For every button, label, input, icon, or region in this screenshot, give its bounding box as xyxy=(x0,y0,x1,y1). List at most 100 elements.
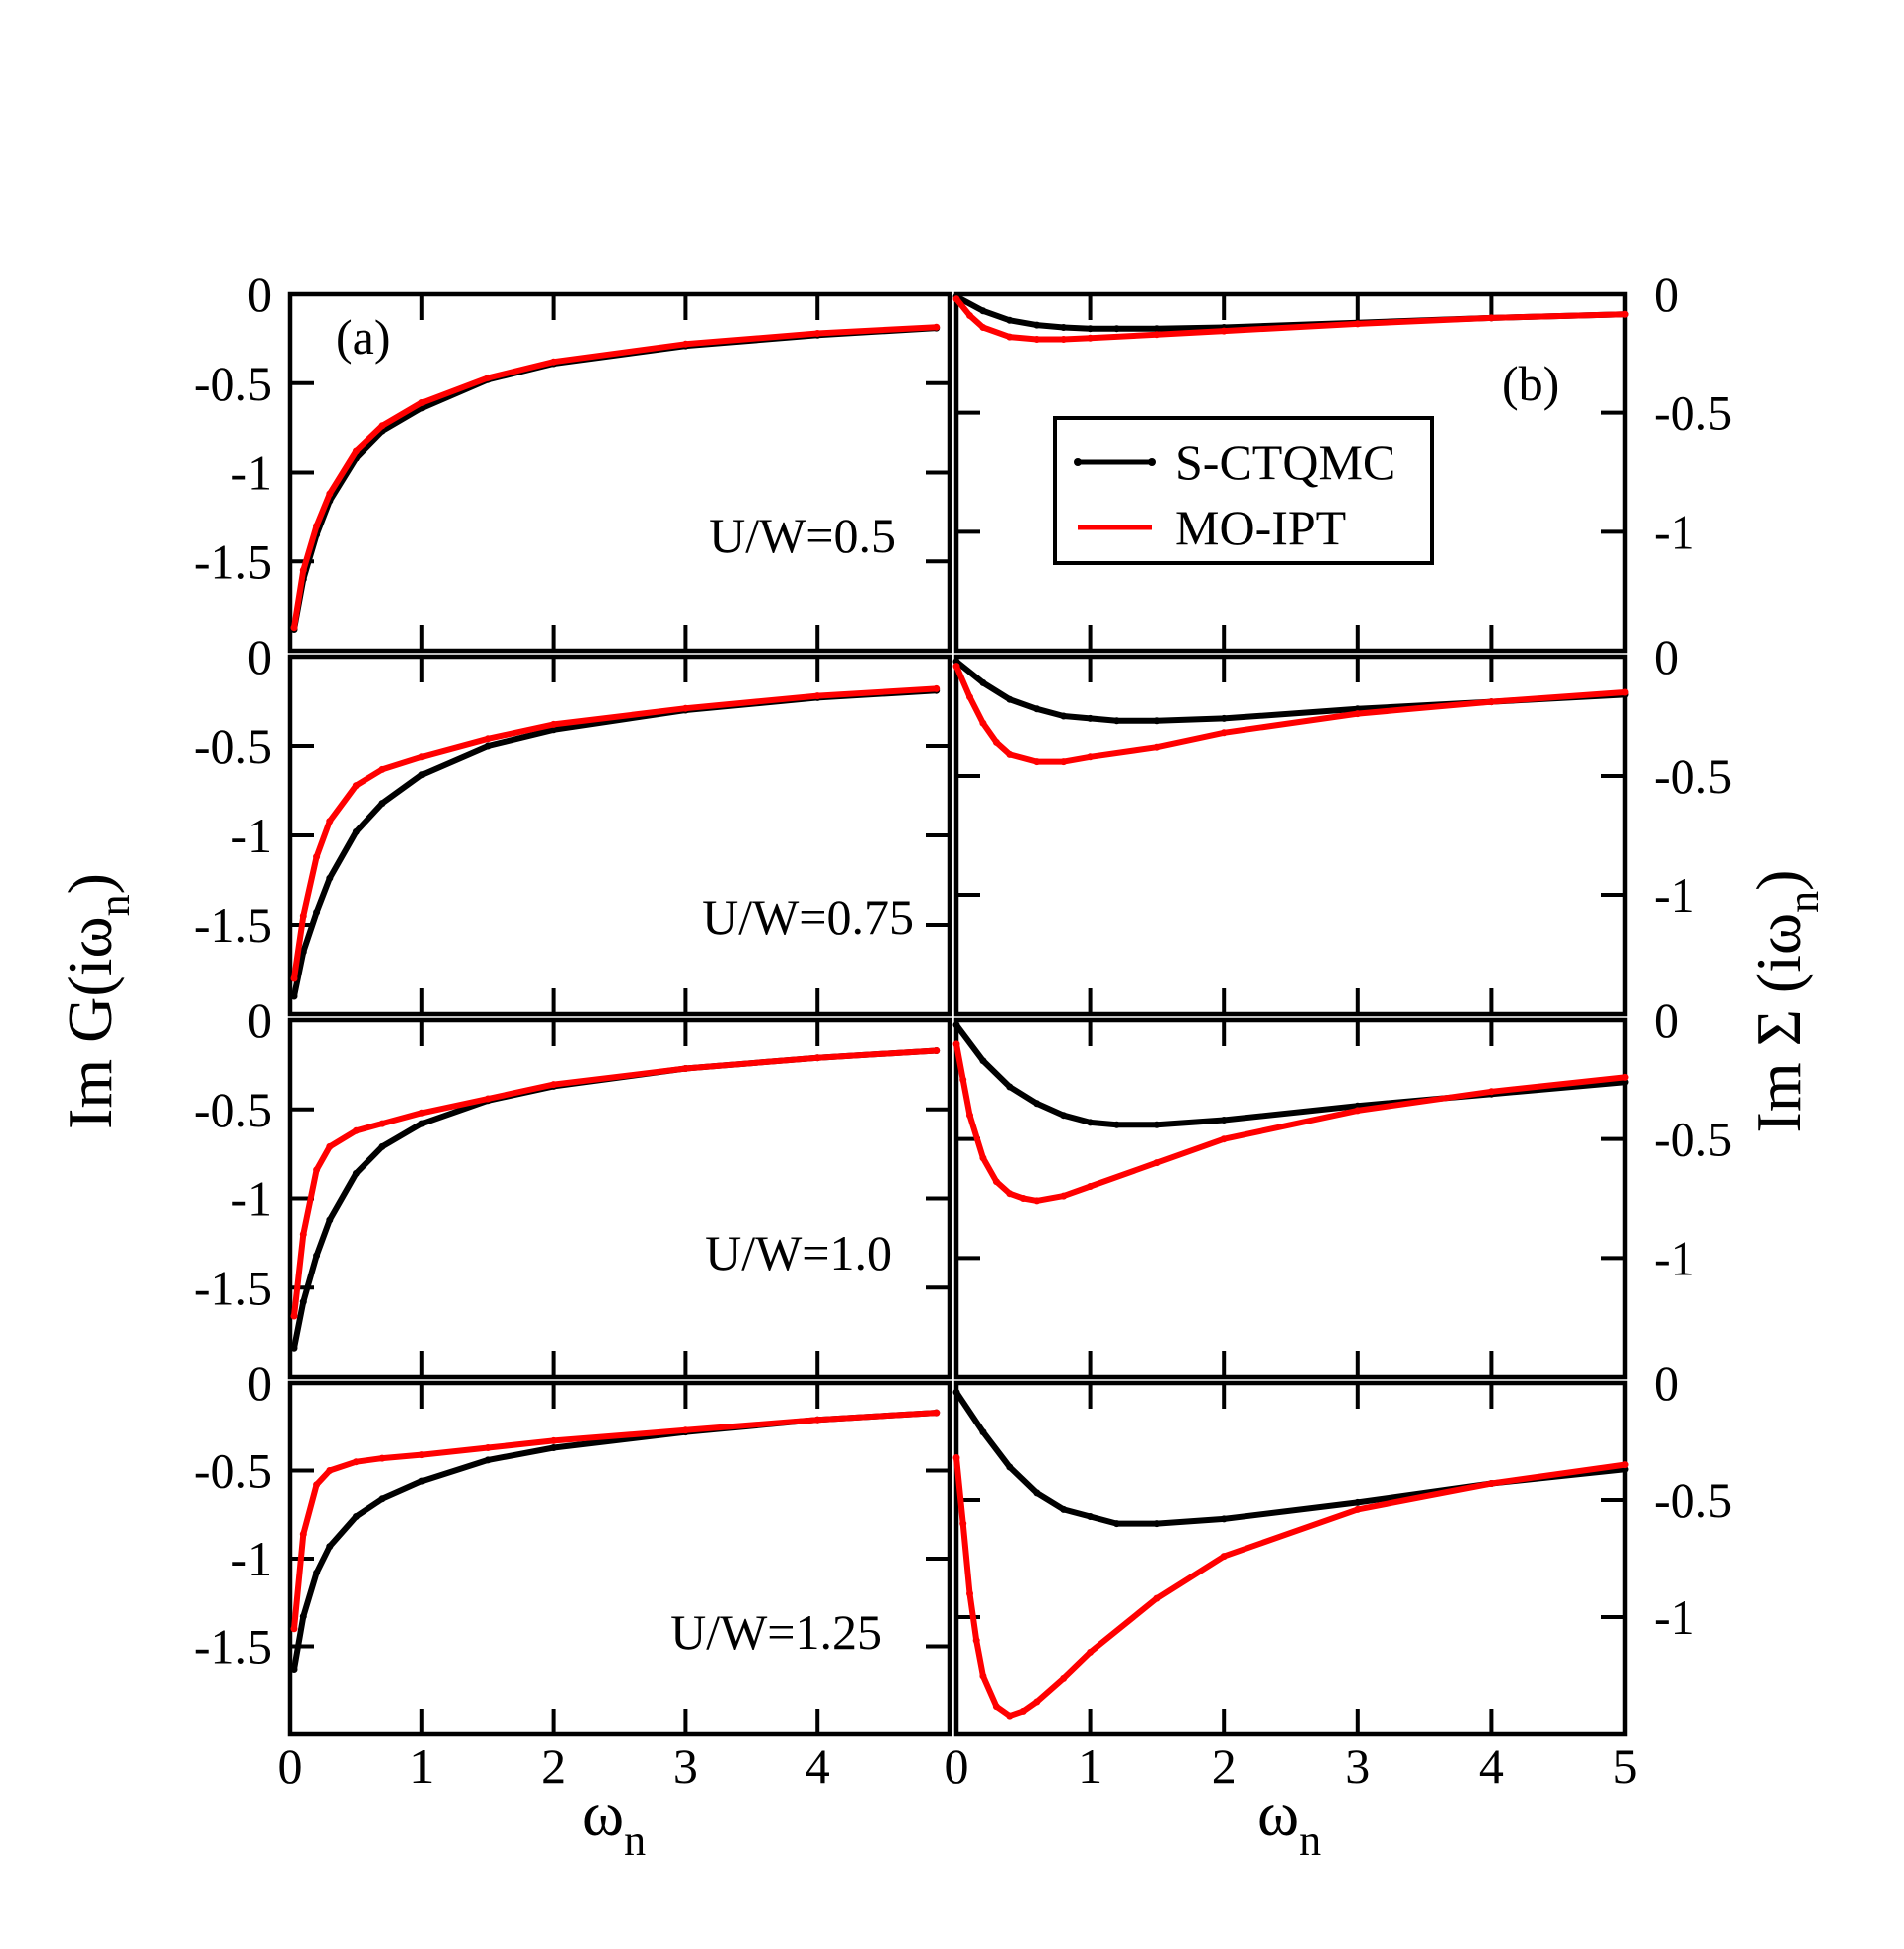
panel-b-xtick-label: 5 xyxy=(1613,1738,1638,1794)
point-mo-ipt-panel-a-row-4 xyxy=(352,1458,360,1466)
point-mo-ipt-panel-b-row-1 xyxy=(1006,333,1014,341)
panel-b-row-3-ytick-label: 0 xyxy=(1654,992,1679,1048)
annotation-row-4: U/W=1.25 xyxy=(670,1604,882,1660)
point-mo-ipt-panel-a-row-2 xyxy=(326,818,334,825)
annotation-row-3: U/W=1.0 xyxy=(705,1225,892,1280)
point-s-ctqmc-panel-b-row-4 xyxy=(1060,1505,1068,1513)
point-s-ctqmc-panel-b-row-4 xyxy=(1006,1463,1014,1471)
point-s-ctqmc-panel-a-row-3 xyxy=(290,1344,298,1352)
point-mo-ipt-panel-a-row-4 xyxy=(418,1451,426,1459)
legend-box xyxy=(1053,416,1434,565)
point-s-ctqmc-panel-b-row-3 xyxy=(979,1057,987,1065)
annotation-row-1: U/W=0.5 xyxy=(709,508,896,563)
series-mo-ipt-panel-a-row-2 xyxy=(291,685,940,981)
point-s-ctqmc-panel-a-row-2 xyxy=(484,742,492,750)
point-s-ctqmc-panel-b-row-4 xyxy=(979,1428,987,1436)
point-mo-ipt-panel-a-row-2 xyxy=(933,684,941,692)
point-s-ctqmc-panel-b-row-2 xyxy=(1153,717,1161,725)
point-mo-ipt-panel-b-row-3 xyxy=(979,1154,987,1162)
point-mo-ipt-panel-a-row-4 xyxy=(681,1426,689,1434)
panel-a-row-3-ytick-label: -1 xyxy=(230,1171,272,1227)
panel-b-row-2-ytick-label: -0.5 xyxy=(1654,748,1732,804)
panel-a-row-2-ytick-label: -1.5 xyxy=(194,897,272,953)
point-mo-ipt-panel-a-row-4 xyxy=(326,1467,334,1474)
point-mo-ipt-panel-b-row-3 xyxy=(992,1178,1000,1186)
point-mo-ipt-panel-b-row-2 xyxy=(1033,758,1041,766)
point-mo-ipt-panel-b-row-1 xyxy=(979,324,987,331)
panel-b-row-3-ytick-label: -0.5 xyxy=(1654,1112,1732,1167)
point-s-ctqmc-panel-b-row-1 xyxy=(979,307,987,315)
point-mo-ipt-panel-a-row-3 xyxy=(313,1166,321,1174)
point-mo-ipt-panel-a-row-1 xyxy=(326,490,334,498)
point-mo-ipt-panel-b-row-3 xyxy=(1487,1088,1495,1096)
point-s-ctqmc-panel-a-row-2 xyxy=(418,771,426,779)
point-mo-ipt-panel-a-row-3 xyxy=(933,1047,941,1054)
series-s-ctqmc-panel-b-row-3 xyxy=(953,1021,1628,1128)
point-mo-ipt-panel-b-row-4 xyxy=(1220,1553,1228,1561)
panel-b-row-1-ytick-label: 0 xyxy=(1654,266,1679,322)
point-mo-ipt-panel-b-row-4 xyxy=(966,1589,973,1597)
x-axis-label-left: ωn xyxy=(582,1778,646,1865)
point-s-ctqmc-panel-a-row-3 xyxy=(418,1120,426,1127)
point-mo-ipt-panel-b-row-1 xyxy=(966,312,973,319)
point-s-ctqmc-panel-a-row-3 xyxy=(326,1216,334,1224)
y-axis-label-left: Im G(iωn) xyxy=(55,873,139,1129)
point-mo-ipt-panel-b-row-4 xyxy=(959,1520,967,1528)
panel-a-row-4-ytick-label: 0 xyxy=(247,1355,272,1411)
series-mo-ipt-panel-b-row-1 xyxy=(953,295,1628,343)
series-mo-ipt-panel-b-row-4 xyxy=(953,1454,1628,1720)
point-mo-ipt-panel-b-row-2 xyxy=(1153,743,1161,751)
point-mo-ipt-panel-a-row-2 xyxy=(290,974,298,982)
point-mo-ipt-panel-b-row-2 xyxy=(1621,688,1629,696)
point-mo-ipt-panel-a-row-3 xyxy=(681,1065,689,1072)
point-s-ctqmc-panel-b-row-1 xyxy=(1060,324,1068,331)
legend-label-mo-ipt: MO-IPT xyxy=(1175,500,1346,555)
point-mo-ipt-panel-b-row-3 xyxy=(1354,1107,1362,1115)
point-mo-ipt-panel-a-row-4 xyxy=(290,1625,298,1633)
point-s-ctqmc-panel-b-row-3 xyxy=(1153,1121,1161,1128)
point-s-ctqmc-panel-b-row-4 xyxy=(1153,1520,1161,1528)
point-mo-ipt-panel-a-row-1 xyxy=(313,522,321,529)
series-s-ctqmc-panel-a-row-3 xyxy=(291,1047,940,1352)
panel-a-row-2-frame xyxy=(287,654,952,1017)
series-mo-ipt-panel-a-row-3 xyxy=(291,1047,940,1319)
point-mo-ipt-panel-a-row-2 xyxy=(378,765,386,773)
point-mo-ipt-panel-b-row-3 xyxy=(966,1112,973,1120)
point-mo-ipt-panel-b-row-4 xyxy=(1153,1594,1161,1602)
point-mo-ipt-panel-b-row-4 xyxy=(972,1637,980,1645)
legend: S-CTQMC MO-IPT xyxy=(1053,416,1434,565)
panel-label-a: (a) xyxy=(336,309,391,365)
point-mo-ipt-panel-a-row-3 xyxy=(352,1126,360,1134)
panel-a-row-4-ytick-label: -1 xyxy=(230,1531,272,1586)
point-mo-ipt-panel-b-row-3 xyxy=(1006,1190,1014,1198)
series-mo-ipt-panel-a-row-1 xyxy=(291,324,940,631)
series-mo-ipt-panel-a-row-4 xyxy=(291,1410,940,1632)
point-mo-ipt-panel-b-row-1 xyxy=(1354,320,1362,328)
panel-a-row-1-ytick-label: -1 xyxy=(230,445,272,501)
legend-label-s-ctqmc: S-CTQMC xyxy=(1175,434,1395,490)
point-s-ctqmc-panel-b-row-2 xyxy=(1060,712,1068,720)
point-s-ctqmc-panel-b-row-1 xyxy=(1113,325,1120,333)
y-axis-label-right: Im Σ (iωn) xyxy=(1743,870,1828,1133)
panel-a-xtick-label: 0 xyxy=(278,1738,303,1794)
point-mo-ipt-panel-a-row-1 xyxy=(933,323,941,331)
point-mo-ipt-panel-b-row-3 xyxy=(1220,1135,1228,1143)
point-mo-ipt-panel-a-row-4 xyxy=(550,1436,558,1444)
panel-a-row-3-ytick-label: -1.5 xyxy=(194,1260,272,1315)
point-s-ctqmc-panel-b-row-2 xyxy=(979,678,987,686)
point-mo-ipt-panel-a-row-1 xyxy=(813,330,821,337)
point-s-ctqmc-panel-a-row-3 xyxy=(313,1252,321,1260)
panel-a-xtick-label: 3 xyxy=(673,1738,698,1794)
series-s-ctqmc-panel-a-row-1 xyxy=(291,325,940,633)
panel-b-row-3-ytick-label: -1 xyxy=(1654,1230,1695,1285)
panel-a-row-1-ytick-label: 0 xyxy=(247,266,272,322)
data-series xyxy=(290,292,1629,1720)
point-mo-ipt-panel-a-row-1 xyxy=(290,624,298,632)
point-s-ctqmc-panel-b-row-2 xyxy=(1087,714,1095,722)
point-mo-ipt-panel-a-row-2 xyxy=(813,692,821,700)
point-mo-ipt-panel-b-row-2 xyxy=(1220,729,1228,737)
point-s-ctqmc-panel-a-row-4 xyxy=(418,1477,426,1485)
point-s-ctqmc-panel-a-row-3 xyxy=(352,1169,360,1177)
point-s-ctqmc-panel-a-row-4 xyxy=(484,1456,492,1464)
series-s-ctqmc-panel-b-row-4 xyxy=(953,1389,1628,1527)
